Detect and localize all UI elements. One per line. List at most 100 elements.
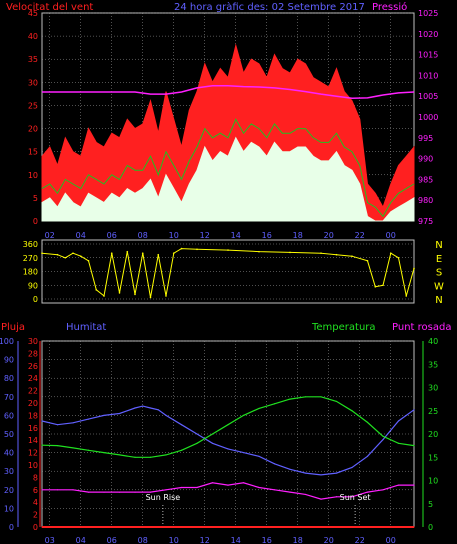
temp-x-tick-label: 18 xyxy=(293,536,303,544)
temp-axis-tick-label: 30 xyxy=(428,384,438,393)
temp-axis-tick-label: 15 xyxy=(428,453,438,462)
temperature-point xyxy=(258,407,260,410)
rain-point xyxy=(41,526,43,528)
wind-speed-label: Velocitat del vent xyxy=(6,2,93,13)
temp-x-tick-label: 04 xyxy=(76,536,86,544)
wind-axis-tick-label: 0 xyxy=(33,217,38,226)
wind-direction-point xyxy=(134,293,136,296)
wind-x-tick-label: 00 xyxy=(386,231,396,240)
dewpoint-point xyxy=(103,491,105,493)
wind-direction-point xyxy=(172,252,175,254)
wind-x-tick-label: 16 xyxy=(262,231,272,240)
wind-direction-point xyxy=(258,250,260,253)
humidity-point xyxy=(142,405,144,407)
dewpoint-point xyxy=(134,491,136,493)
wind-direction-point xyxy=(374,285,377,288)
rain-axis-tick-label: 10 xyxy=(28,461,38,470)
dewpoint-point xyxy=(180,486,183,489)
dewpoint-point xyxy=(366,491,369,493)
wind-axis-tick-label: 40 xyxy=(28,32,38,41)
humidity-point xyxy=(397,420,400,422)
rain-axis-tick-label: 26 xyxy=(28,362,38,371)
dewpoint-point xyxy=(227,484,229,486)
humidity-point xyxy=(211,442,214,444)
dewpoint-point xyxy=(351,496,353,498)
wind-direction-point xyxy=(110,252,113,254)
temperature-point xyxy=(382,435,384,437)
sun-event-label: Sun Rise xyxy=(146,493,181,502)
wind-x-tick-label: 18 xyxy=(293,231,303,240)
rain-axis-tick-label: 24 xyxy=(28,374,38,383)
wind-direction-point xyxy=(64,256,67,259)
wind-axis-tick-label: 45 xyxy=(28,9,38,18)
humidity-axis-tick-label: 30 xyxy=(4,467,14,476)
rain-axis-tick-label: 4 xyxy=(33,498,38,507)
rain-axis-tick-label: 22 xyxy=(28,387,38,396)
dewpoint-point xyxy=(196,486,198,489)
rain-axis-tick-label: 0 xyxy=(33,523,38,532)
compass-label: S xyxy=(436,268,442,279)
temperature-point xyxy=(242,414,245,416)
temperature-point xyxy=(149,456,152,458)
temp-axis-tick-label: 35 xyxy=(428,360,438,369)
humidity-axis-tick-label: 60 xyxy=(4,411,14,420)
rain-axis-tick-label: 8 xyxy=(33,473,38,482)
humidity-point xyxy=(304,472,307,474)
rain-point xyxy=(413,526,415,528)
temp-x-tick-label: 08 xyxy=(138,536,148,544)
wind-x-tick-label: 08 xyxy=(138,231,148,240)
wind-direction-point xyxy=(180,247,183,250)
humidity-point xyxy=(366,455,369,457)
wind-direction-point xyxy=(413,267,415,270)
rain-axis-tick-label: 2 xyxy=(33,511,38,520)
pressure-axis-tick-label: 1005 xyxy=(418,92,438,101)
dewpoint-point xyxy=(165,489,167,491)
humidity-axis-tick-label: 10 xyxy=(4,504,14,513)
wind-direction-point xyxy=(397,256,400,259)
dewpoint-point xyxy=(242,482,245,484)
humidity-point xyxy=(180,424,183,426)
temperature-point xyxy=(335,400,338,403)
humidity-point xyxy=(41,420,43,422)
wind-x-tick-label: 06 xyxy=(107,231,117,240)
wind-axis-tick-label: 5 xyxy=(33,194,38,203)
humidity-axis-tick-label: 0 xyxy=(9,523,14,532)
temperature-point xyxy=(273,403,276,405)
temperature-point xyxy=(397,442,400,444)
temp-x-tick-label: 00 xyxy=(386,536,396,544)
temperature-point xyxy=(413,445,415,447)
temp-axis-tick-label: 5 xyxy=(428,500,433,509)
temperature-point xyxy=(304,396,307,398)
direction-axis-tick-label: 360 xyxy=(23,240,38,249)
wind-x-tick-label: 04 xyxy=(76,231,86,240)
dewpoint-label: Punt rosada xyxy=(392,322,451,333)
pressure-axis-tick-label: 1015 xyxy=(418,51,438,60)
dewpoint-point xyxy=(413,484,415,486)
humidity-point xyxy=(273,463,276,465)
temperature-point xyxy=(56,445,59,447)
direction-axis-tick-label: 0 xyxy=(33,295,38,304)
dewpoint-point xyxy=(72,489,74,491)
pressure-axis-tick-label: 1025 xyxy=(418,9,438,18)
wind-direction-point xyxy=(118,292,121,294)
humidity-axis-tick-label: 70 xyxy=(4,393,14,402)
wind-axis-tick-label: 20 xyxy=(28,125,38,134)
wind-x-tick-label: 02 xyxy=(45,231,55,240)
pressure-axis-tick-label: 980 xyxy=(418,196,433,205)
temperature-point xyxy=(196,442,198,444)
rain-label: Pluja xyxy=(1,322,25,333)
humidity-point xyxy=(103,414,105,416)
wind-pressure-line xyxy=(42,85,415,100)
humidity-point xyxy=(382,438,384,441)
dewpoint-point xyxy=(211,482,214,484)
pressure-axis-tick-label: 1000 xyxy=(418,113,438,122)
pressure-axis-tick-label: 985 xyxy=(418,175,433,184)
temp-x-tick-label: 20 xyxy=(324,536,334,544)
dewpoint-point xyxy=(320,498,322,500)
dewpoint-point xyxy=(149,491,152,493)
humidity-point xyxy=(72,422,74,424)
rain-axis-tick-label: 14 xyxy=(28,436,38,445)
temperature-point xyxy=(41,444,43,446)
humidity-point xyxy=(165,414,167,416)
wind-min-area xyxy=(41,136,415,222)
